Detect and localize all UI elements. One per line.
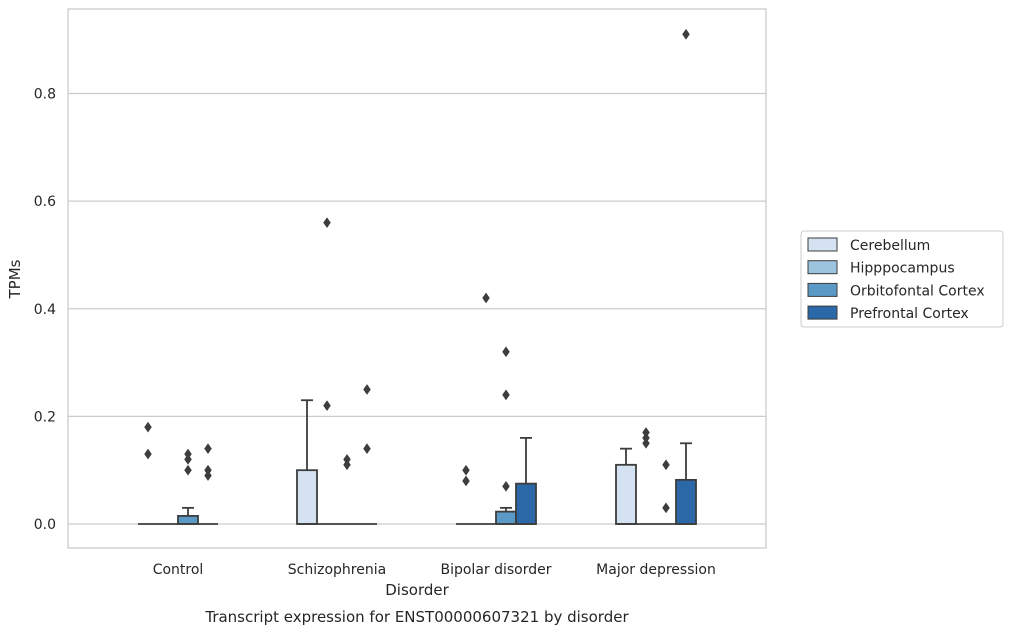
box-body [675, 478, 697, 525]
outlier-point [662, 502, 670, 514]
box-prefrontal-cortex [675, 442, 697, 525]
y-tick-label: 0.8 [34, 87, 56, 103]
outlier-point [502, 389, 510, 401]
legend-label: Prefrontal Cortex [850, 306, 969, 322]
outlier-point [502, 346, 510, 358]
legend: Cerebellum Hipppocampus Orbitofontal Corte… [800, 230, 1004, 328]
plot-frame [67, 8, 767, 549]
outlier-point [323, 217, 331, 229]
legend-label: Orbitofontal Cortex [850, 283, 985, 299]
outlier-point [642, 437, 650, 449]
outlier-point [343, 459, 351, 471]
outlier-point [144, 421, 152, 433]
outlier-point [204, 443, 212, 455]
outlier-point [502, 480, 510, 492]
outlier-point [662, 459, 670, 471]
outlier-point [482, 292, 490, 304]
outliers [144, 28, 690, 514]
outlier-point [363, 443, 371, 455]
box-cerebellum [296, 399, 318, 525]
box-body [615, 463, 637, 525]
x-tick-label: Control [153, 562, 204, 578]
box-orbitofontal-cortex [495, 506, 517, 525]
outlier-point [682, 28, 690, 40]
y-tick-label: 0.2 [34, 409, 56, 425]
outlier-point [462, 464, 470, 476]
y-tick-label: 0.4 [34, 302, 56, 318]
box-cerebellum [615, 447, 637, 525]
legend-label: Cerebellum [850, 238, 930, 254]
x-tick-labels: Control Schizophrenia Bipolar disorder Majo… [153, 562, 716, 578]
y-tick-label: 0.0 [34, 517, 56, 533]
legend-swatch [807, 282, 838, 297]
legend-swatch [807, 260, 838, 275]
box-body [177, 515, 199, 525]
chart-caption: Transcript expression for ENST0000060732… [204, 608, 629, 626]
outlier-point [204, 470, 212, 482]
y-tick-label: 0.6 [34, 194, 56, 210]
box-prefrontal-cortex [515, 436, 537, 525]
legend-swatch [807, 305, 838, 320]
legend-frame [800, 230, 1004, 328]
outlier-point [363, 384, 371, 395]
grid-lines [68, 92, 766, 525]
box-orbitofontal-cortex [177, 506, 199, 525]
box-body [515, 482, 537, 525]
y-axis-title: TPMs [6, 259, 24, 299]
x-tick-label: Major depression [596, 562, 716, 578]
outlier-point [323, 400, 331, 412]
outlier-point [462, 475, 470, 487]
x-tick-label: Bipolar disorder [440, 562, 551, 578]
outlier-point [184, 453, 192, 465]
outlier-point [184, 464, 192, 476]
outlier-point [144, 448, 152, 460]
box-body [495, 510, 517, 525]
legend-swatch [807, 237, 838, 252]
y-tick-labels: 0.0 0.2 0.4 0.6 0.8 [34, 87, 56, 534]
x-tick-label: Schizophrenia [288, 562, 386, 578]
x-axis-title: Disorder [385, 581, 449, 599]
boxes [138, 399, 697, 525]
legend-label: Hipppocampus [850, 261, 955, 277]
box-body [296, 469, 318, 525]
